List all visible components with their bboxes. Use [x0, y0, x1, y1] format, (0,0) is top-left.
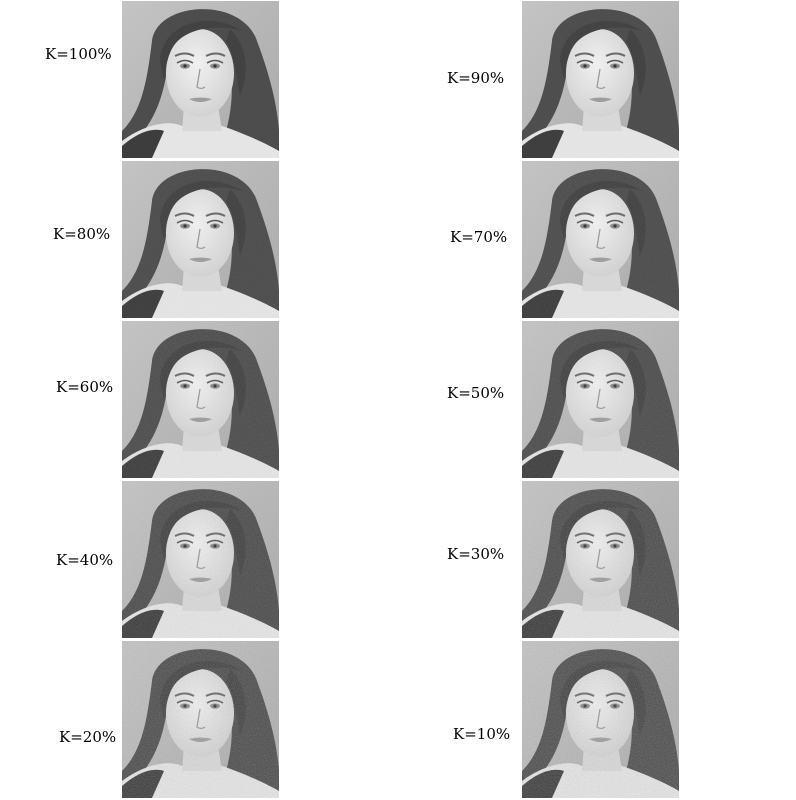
portrait-k10 [522, 641, 679, 798]
portrait-k30 [522, 481, 679, 638]
label-k40: K=40% [56, 551, 114, 569]
portrait-k20 [122, 641, 279, 798]
label-k60: K=60% [56, 378, 114, 396]
label-k20: K=20% [59, 728, 117, 746]
label-k80: K=80% [53, 225, 111, 243]
portrait-k100 [122, 1, 279, 158]
portrait-k60 [122, 321, 279, 478]
portrait-k40 [122, 481, 279, 638]
portrait-k90 [522, 1, 679, 158]
label-k90: K=90% [447, 69, 505, 87]
portrait-k70 [522, 161, 679, 318]
portrait-k80 [122, 161, 279, 318]
label-k30: K=30% [447, 545, 505, 563]
label-k10: K=10% [453, 725, 511, 743]
label-k100: K=100% [45, 45, 112, 63]
label-k50: K=50% [447, 384, 505, 402]
portrait-k50 [522, 321, 679, 478]
label-k70: K=70% [450, 228, 508, 246]
